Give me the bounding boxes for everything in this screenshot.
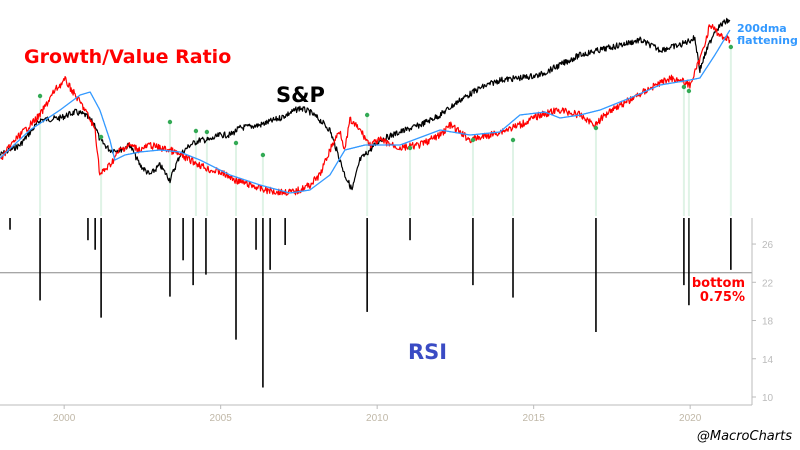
signal-point [37, 93, 43, 99]
annotation-200dma-line2: flattening [737, 34, 798, 47]
sp-line [0, 17, 731, 191]
signal-point [167, 119, 173, 125]
signal-point [260, 152, 266, 158]
x-tick-label: 2005 [210, 413, 233, 424]
y-tick-label: 14 [762, 355, 774, 366]
x-tick-label: 2000 [53, 413, 76, 424]
source-credit: @MacroCharts [696, 429, 792, 444]
annotation-bottom-line2: 0.75% [699, 290, 745, 305]
series-label-sp: S&P [276, 83, 325, 107]
signal-point [510, 137, 516, 143]
signal-point [233, 140, 239, 146]
y-tick-label: 18 [762, 317, 774, 328]
growth-value-line [0, 24, 731, 196]
signal-point [686, 88, 692, 94]
signal-point [470, 137, 476, 143]
x-tick-label: 2015 [523, 413, 546, 424]
y-tick-label: 26 [762, 240, 774, 251]
annotation-200dma: 200dma flattening [737, 23, 798, 47]
x-tick-label: 2020 [679, 413, 702, 424]
annotation-bottom-line1: bottom [691, 276, 745, 291]
signal-point [407, 145, 413, 151]
signal-point [193, 128, 199, 134]
signal-point [593, 125, 599, 131]
x-tick-label: 2010 [366, 413, 389, 424]
panel-label-rsi: RSI [408, 340, 448, 364]
annotation-bottom: bottom 0.75% [692, 277, 745, 305]
signal-point [98, 134, 104, 140]
signal-point [364, 112, 370, 118]
annotation-200dma-line1: 200dma [737, 22, 787, 35]
chart-title-growth-value: Growth/Value Ratio [24, 46, 232, 68]
y-tick-label: 22 [762, 278, 774, 289]
signal-point [681, 84, 687, 90]
signal-point [728, 44, 734, 50]
signal-point [204, 129, 210, 135]
y-tick-label: 10 [762, 393, 774, 404]
ma200-line [0, 29, 731, 194]
